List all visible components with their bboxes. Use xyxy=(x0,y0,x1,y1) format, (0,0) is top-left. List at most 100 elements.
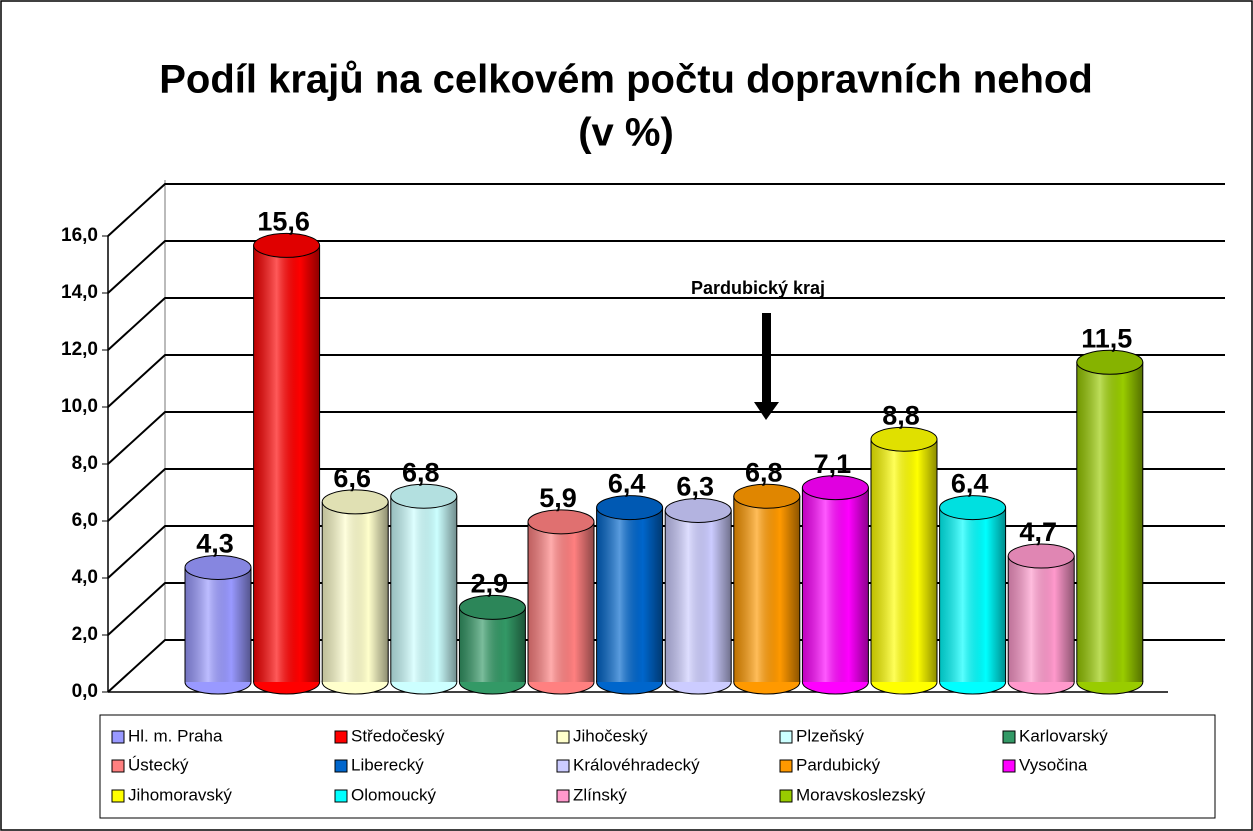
bar-shade xyxy=(185,567,251,682)
bar-shade xyxy=(253,245,320,682)
y-tick-label: 16,0 xyxy=(61,225,98,246)
legend-swatch xyxy=(334,759,348,773)
value-label: 8,8 xyxy=(882,400,920,430)
bar-top xyxy=(596,495,664,521)
value-label: 6,3 xyxy=(676,472,714,502)
bar-top-shade xyxy=(939,495,1006,520)
bar-top-shade xyxy=(665,498,732,523)
bar-top xyxy=(733,483,801,509)
bar-top-shade xyxy=(1008,544,1075,569)
legend-label: Vysočina xyxy=(1019,755,1088,774)
legend-label: Liberecký xyxy=(351,755,424,774)
legend-box xyxy=(99,714,1216,819)
grid-line xyxy=(107,354,1225,408)
chart-title: Podíl krajů na celkovém počtu dopravních… xyxy=(159,58,1093,102)
legend-swatch xyxy=(556,789,570,803)
grid-line xyxy=(107,183,1225,237)
y-tick-label: 0,0 xyxy=(72,681,98,702)
value-label: 6,4 xyxy=(951,469,989,499)
value-label: 4,7 xyxy=(1019,517,1057,547)
bar-shade xyxy=(528,521,594,682)
bar-shade xyxy=(665,510,732,682)
bar-top xyxy=(801,475,869,501)
legend-label: Pardubický xyxy=(796,755,881,774)
bar-shade xyxy=(322,501,389,682)
value-label: 2,9 xyxy=(471,568,509,598)
value-label: 5,9 xyxy=(539,483,577,513)
legend-label: Karlovarský xyxy=(1019,726,1108,745)
bar-shade xyxy=(871,439,937,682)
y-tick-label: 4,0 xyxy=(72,567,98,588)
grid-line xyxy=(107,411,1225,465)
y-tick-label: 10,0 xyxy=(61,396,98,417)
legend-swatch xyxy=(779,759,793,773)
y-tick-label: 14,0 xyxy=(61,282,98,303)
annotation: Pardubický kraj xyxy=(691,278,825,298)
bar-top xyxy=(458,594,526,620)
legend-swatch xyxy=(111,789,125,803)
value-label: 7,1 xyxy=(814,449,852,479)
value-label: 6,8 xyxy=(402,457,440,487)
grid-line xyxy=(107,240,1225,294)
legend-swatch xyxy=(779,730,793,744)
bar-top xyxy=(1007,543,1075,569)
legend-swatch xyxy=(111,759,125,773)
bar-shade xyxy=(390,496,457,682)
bar-top xyxy=(390,483,458,509)
legend-swatch xyxy=(1002,730,1016,744)
legend-swatch xyxy=(334,789,348,803)
bar-top-shade xyxy=(528,509,594,534)
bar-shade xyxy=(1008,556,1075,682)
value-label: 6,4 xyxy=(608,469,646,499)
bar-top xyxy=(664,497,732,523)
legend-label: Zlínský xyxy=(573,785,627,804)
legend-swatch xyxy=(334,730,348,744)
bar-top-shade xyxy=(185,555,251,580)
bar-shade xyxy=(1076,362,1143,682)
legend-label: Olomoucký xyxy=(351,785,437,804)
value-label: 15,6 xyxy=(257,207,310,237)
bar-top xyxy=(321,489,389,515)
y-tick-label: 6,0 xyxy=(72,510,98,531)
bar-top-shade xyxy=(459,595,526,620)
bar-top-shade xyxy=(390,484,457,509)
bar-shade xyxy=(596,507,663,682)
grid-line xyxy=(107,297,1225,351)
bar-top xyxy=(939,495,1007,521)
bar-top xyxy=(870,426,938,452)
value-label: 6,8 xyxy=(745,457,783,487)
legend-label: Hl. m. Praha xyxy=(128,726,223,745)
legend-label: Moravskoslezský xyxy=(796,785,926,804)
bar-shade xyxy=(733,496,800,682)
legend-swatch xyxy=(111,730,125,744)
y-tick-label: 2,0 xyxy=(72,624,98,645)
legend-label: Jihočeský xyxy=(573,726,648,745)
legend-label: Středočeský xyxy=(351,726,445,745)
bar-top-shade xyxy=(802,475,869,500)
value-label: 6,6 xyxy=(333,463,371,493)
legend-label: Jihomoravský xyxy=(128,785,232,804)
bar-top-shade xyxy=(322,489,389,514)
bar-top-shade xyxy=(1076,350,1143,375)
legend-swatch xyxy=(556,759,570,773)
bar-top-shade xyxy=(871,427,937,452)
bar-top-shade xyxy=(253,233,320,258)
legend-label: Plzeňský xyxy=(796,726,865,745)
bar-top-shade xyxy=(596,495,663,520)
bar-top xyxy=(1076,349,1144,375)
value-label: 11,5 xyxy=(1081,323,1132,353)
legend-label: Ústecký xyxy=(128,755,189,774)
legend-swatch xyxy=(1002,759,1016,773)
y-tick-label: 12,0 xyxy=(61,339,98,360)
legend-label: Královéhradecký xyxy=(573,755,700,774)
chart-title: (v %) xyxy=(578,111,674,155)
y-tick-label: 8,0 xyxy=(72,453,98,474)
legend-swatch xyxy=(556,730,570,744)
bar-shade xyxy=(802,487,869,682)
bar-shade xyxy=(939,507,1006,682)
value-label: 4,3 xyxy=(196,529,234,559)
legend-swatch xyxy=(779,789,793,803)
bar-top xyxy=(253,232,321,258)
bar-top-shade xyxy=(733,484,800,509)
